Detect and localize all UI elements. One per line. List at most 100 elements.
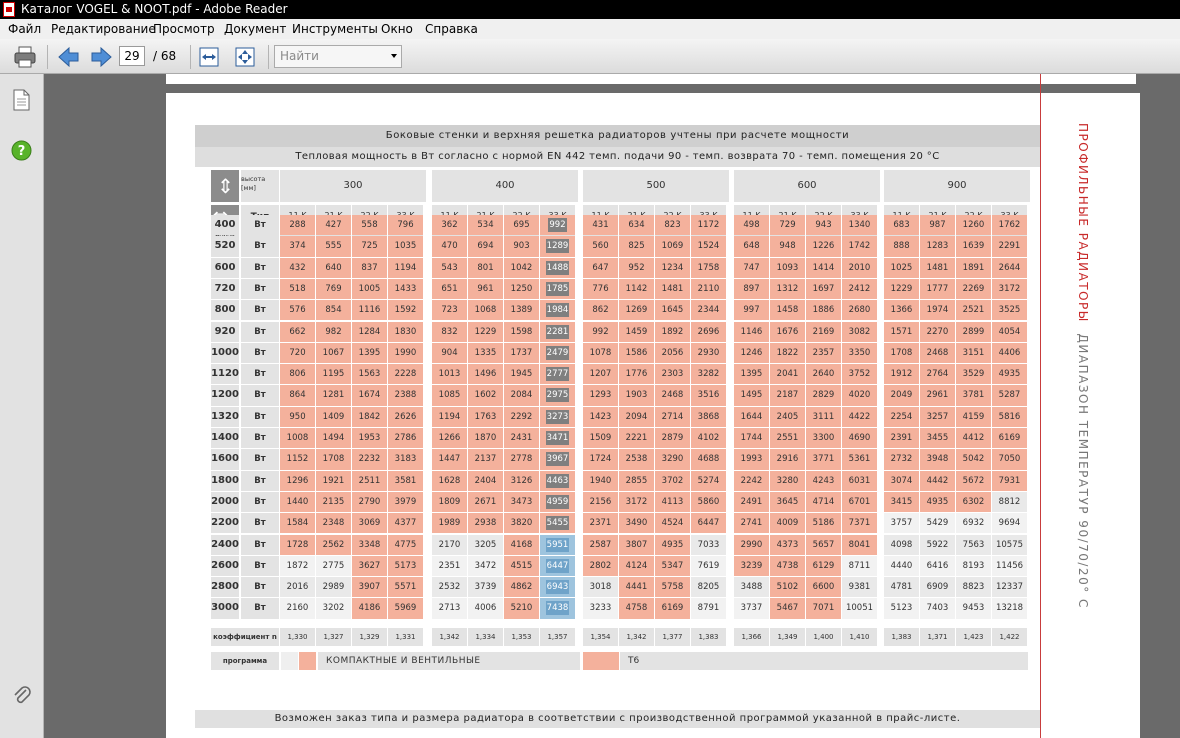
value-cell: 888 bbox=[884, 236, 919, 257]
document-viewer[interactable]: ПРОФИЛЬНЫЕ РАДИАТОРЫ ДИАПАЗОН ТЕМПЕРАТУР… bbox=[44, 74, 1140, 738]
value-cell: 2671 bbox=[468, 491, 503, 513]
menu-view[interactable]: Просмотр bbox=[153, 22, 215, 36]
value-highlight: 5455 bbox=[545, 516, 570, 531]
value-cell: 9694 bbox=[992, 513, 1027, 534]
fit-page-icon[interactable] bbox=[232, 45, 258, 69]
value-cell: 4377 bbox=[388, 513, 423, 534]
length-cell: 1320 bbox=[211, 406, 239, 427]
value-cell: 662 bbox=[280, 321, 315, 342]
value-cell: 1945 bbox=[504, 364, 539, 385]
value-cell: 4714 bbox=[806, 491, 841, 513]
value-cell: 1724 bbox=[583, 449, 618, 470]
value-cell: 2431 bbox=[504, 428, 539, 449]
value-cell: 1281 bbox=[316, 385, 351, 406]
find-input[interactable]: Найти bbox=[274, 45, 402, 68]
value-cell: 3752 bbox=[842, 364, 877, 385]
height-header-900: 900 bbox=[884, 170, 1030, 202]
value-cell: 2388 bbox=[388, 385, 423, 406]
value-cell: 1912 bbox=[884, 364, 919, 385]
value-cell: 4373 bbox=[770, 534, 805, 555]
menu-document[interactable]: Документ bbox=[224, 22, 287, 36]
toolbar-separator bbox=[190, 45, 191, 69]
value-cell: 3151 bbox=[956, 342, 991, 364]
value-cell: 729 bbox=[770, 215, 805, 236]
value-cell: 950 bbox=[280, 406, 315, 427]
value-cell: 1892 bbox=[655, 321, 690, 342]
value-cell: 2786 bbox=[388, 428, 423, 449]
value-highlight: 1289 bbox=[545, 239, 570, 254]
value-cell: 4168 bbox=[504, 534, 539, 555]
value-cell: 3282 bbox=[691, 364, 726, 385]
value-cell: 4006 bbox=[468, 598, 503, 619]
coeff-cell: 1,357 bbox=[540, 627, 575, 646]
value-cell: 5816 bbox=[992, 406, 1027, 427]
value-cell: 2303 bbox=[655, 364, 690, 385]
value-cell: 837 bbox=[352, 257, 387, 278]
value-cell: 6932 bbox=[956, 513, 991, 534]
value-cell: 6169 bbox=[655, 598, 690, 619]
find-dropdown-icon[interactable] bbox=[391, 54, 397, 58]
value-cell: 2511 bbox=[352, 470, 387, 491]
length-cell: 2200 bbox=[211, 513, 239, 534]
toolbar-separator bbox=[268, 45, 269, 69]
value-cell: 4690 bbox=[842, 428, 877, 449]
value-highlight: 6943 bbox=[545, 580, 570, 595]
value-cell: 1822 bbox=[770, 342, 805, 364]
value-cell: 982 bbox=[316, 321, 351, 342]
page-number-input[interactable]: 29 bbox=[119, 46, 145, 66]
value-cell: 1250 bbox=[504, 278, 539, 300]
value-cell: 1068 bbox=[468, 300, 503, 321]
menu-tools[interactable]: Инструменты bbox=[292, 22, 378, 36]
value-cell: 2479 bbox=[540, 342, 575, 364]
next-page-icon[interactable] bbox=[88, 45, 114, 69]
value-cell: 4463 bbox=[540, 470, 575, 491]
value-cell: 1085 bbox=[432, 385, 467, 406]
value-cell: 1984 bbox=[540, 300, 575, 321]
value-cell: 651 bbox=[432, 278, 467, 300]
help-icon[interactable]: ? bbox=[11, 140, 32, 161]
coeff-cell: 1,334 bbox=[468, 627, 503, 646]
value-cell: 1246 bbox=[734, 342, 769, 364]
value-cell: 1628 bbox=[432, 470, 467, 491]
value-cell: 694 bbox=[468, 236, 503, 257]
value-cell: 1524 bbox=[691, 236, 726, 257]
value-cell: 2242 bbox=[734, 470, 769, 491]
value-cell: 987 bbox=[920, 215, 955, 236]
value-cell: 1207 bbox=[583, 364, 618, 385]
menu-file[interactable]: Файл bbox=[8, 22, 42, 36]
value-cell: 1366 bbox=[884, 300, 919, 321]
length-cell: 1200 bbox=[211, 385, 239, 406]
value-cell: 1728 bbox=[280, 534, 315, 555]
value-cell: 9381 bbox=[842, 577, 877, 598]
value-cell: 904 bbox=[432, 342, 467, 364]
program-t6-label: T6 bbox=[620, 651, 1028, 670]
value-cell: 4441 bbox=[619, 577, 654, 598]
coeff-cell: 1,422 bbox=[992, 627, 1027, 646]
value-cell: 1433 bbox=[388, 278, 423, 300]
value-cell: 720 bbox=[280, 342, 315, 364]
value-cell: 9453 bbox=[956, 598, 991, 619]
value-cell: 431 bbox=[583, 215, 618, 236]
print-icon[interactable] bbox=[12, 45, 38, 69]
value-cell: 4243 bbox=[806, 470, 841, 491]
value-cell: 7931 bbox=[992, 470, 1027, 491]
value-cell: 2169 bbox=[806, 321, 841, 342]
length-cell: 600 bbox=[211, 257, 239, 278]
attachments-icon[interactable] bbox=[11, 684, 33, 706]
menu-window[interactable]: Окно bbox=[381, 22, 413, 36]
value-cell: 2404 bbox=[468, 470, 503, 491]
menu-edit[interactable]: Редактирование bbox=[51, 22, 156, 36]
value-cell: 362 bbox=[432, 215, 467, 236]
menu-help[interactable]: Справка bbox=[425, 22, 478, 36]
coeff-cell: 1,342 bbox=[619, 627, 654, 646]
pages-icon[interactable] bbox=[11, 89, 31, 111]
fit-width-icon[interactable] bbox=[196, 45, 222, 69]
unit-cell: Вт bbox=[241, 555, 279, 577]
value-cell: 2084 bbox=[504, 385, 539, 406]
previous-page-icon[interactable] bbox=[56, 45, 82, 69]
value-cell: 3488 bbox=[734, 577, 769, 598]
value-cell: 992 bbox=[540, 215, 575, 236]
vertical-scrollbar[interactable] bbox=[1140, 74, 1180, 738]
coeff-cell: 1,423 bbox=[956, 627, 991, 646]
unit-cell: Вт bbox=[241, 364, 279, 385]
